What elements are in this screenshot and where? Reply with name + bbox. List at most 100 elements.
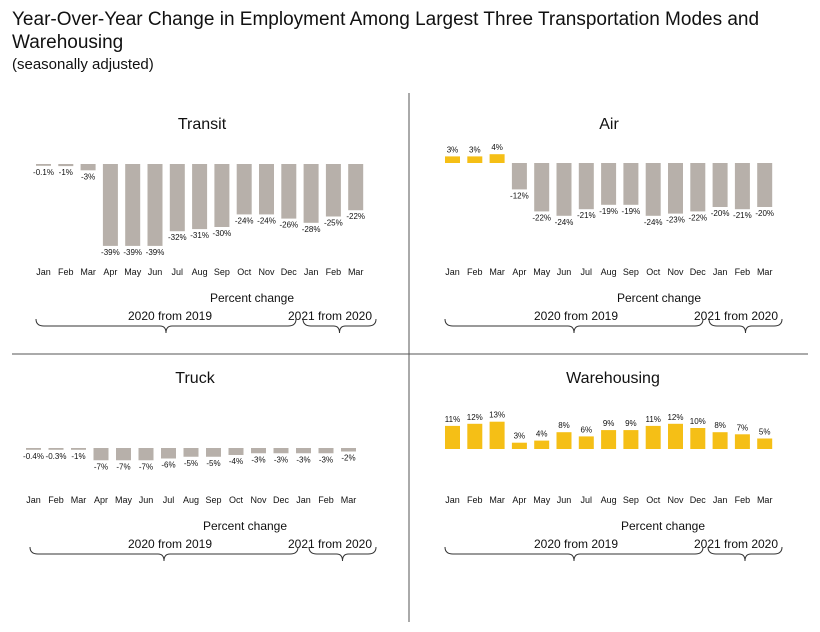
- panel-1-value-label: -28%: [302, 225, 321, 234]
- panel-1-value-label: -32%: [168, 233, 187, 242]
- panel-2-bar: [489, 154, 505, 163]
- panel-4-value-label: 10%: [690, 417, 706, 426]
- panel-3-value-label: -7%: [139, 462, 153, 471]
- panel-4-value-label: 9%: [625, 419, 637, 428]
- panel-1-bar: [102, 164, 118, 246]
- panel-4-bar: [668, 423, 683, 449]
- panel-1-bar: [58, 164, 74, 167]
- panel-2-value-label: 4%: [491, 143, 503, 152]
- panel-2-bar: [757, 163, 773, 207]
- panel-1-bar: [281, 164, 297, 219]
- panel-2-value-label: -24%: [555, 218, 574, 227]
- panel-3-bar: [183, 448, 199, 457]
- panel-1-value-label: -24%: [235, 216, 254, 225]
- panel-3-bar: [26, 448, 41, 450]
- panel-3-month-label: Oct: [229, 495, 244, 505]
- panel-2-month-label: Jan: [713, 267, 728, 277]
- panel-4-value-label: 11%: [645, 415, 660, 424]
- panel-4-month-label: Jan: [445, 495, 460, 505]
- panel-2-value-label: -19%: [622, 207, 641, 216]
- panel-3-month-label: Jan: [296, 495, 311, 505]
- panel-1-bar: [147, 164, 163, 246]
- panel-1-value-label: -22%: [346, 212, 365, 221]
- panel-2-month-label: May: [533, 267, 551, 277]
- panel-3-value-label: -0.3%: [46, 452, 67, 461]
- panel-2-bar: [556, 163, 572, 216]
- panel-1-bar: [169, 164, 185, 232]
- panel-4-month-label: Jun: [557, 495, 572, 505]
- panel-3-brace-2020: [29, 546, 299, 562]
- panel-2-bar: [578, 163, 594, 210]
- panel-1-bar: [303, 164, 319, 223]
- panel-4-month-label: May: [533, 495, 551, 505]
- panel-4-bar: [511, 442, 527, 449]
- panel-2-value-label: -21%: [733, 211, 752, 220]
- panel-2-month-label: Feb: [735, 267, 751, 277]
- panel-1-brace-2020: [35, 318, 297, 334]
- panel-3-bar: [318, 448, 334, 454]
- panel-4-month-label: Nov: [667, 495, 684, 505]
- panel-1-value-label: -1%: [59, 168, 73, 177]
- panel-1-bar: [236, 164, 252, 215]
- panel-4-value-label: 8%: [714, 421, 726, 430]
- panel-3-axis-label: Percent change: [203, 519, 287, 533]
- panel-3-bar: [48, 448, 64, 450]
- panel-2-month-label: Apr: [512, 267, 526, 277]
- panel-3-bar: [228, 448, 244, 455]
- panel-4-month-label: Feb: [467, 495, 483, 505]
- panel-3-value-label: -4%: [229, 457, 243, 466]
- panel-4-bar: [467, 423, 483, 449]
- panel-3-month-label: Jun: [139, 495, 154, 505]
- panel-1-value-label: -39%: [101, 248, 120, 257]
- panel-1-bar: [259, 164, 274, 215]
- panel-1-month-label: Dec: [281, 267, 298, 277]
- panel-1-value-label: -25%: [324, 219, 343, 228]
- panel-3-bar: [341, 448, 356, 452]
- panel-4-value-label: 4%: [536, 430, 548, 439]
- panel-1-bar: [325, 164, 341, 217]
- panel-1-bar: [192, 164, 208, 230]
- panel-2-month-label: Dec: [690, 267, 707, 277]
- panel-4-bar: [645, 425, 661, 449]
- panel-3-value-label: -1%: [71, 452, 85, 461]
- panel-1-month-label: Oct: [237, 267, 252, 277]
- panel-2-value-label: -24%: [644, 218, 663, 227]
- panel-4-month-label: Aug: [601, 495, 617, 505]
- panel-1-month-label: Mar: [80, 267, 96, 277]
- panel-2-value-label: -21%: [577, 211, 596, 220]
- panel-3-bar: [71, 448, 86, 450]
- panel-4-bar: [445, 425, 460, 449]
- panel-3-month-label: Nov: [250, 495, 267, 505]
- panel-3-month-label: Jul: [163, 495, 175, 505]
- panel-4-bar: [757, 438, 773, 449]
- panel-2-month-label: Jan: [445, 267, 460, 277]
- panel-1-month-label: Feb: [326, 267, 342, 277]
- panel-4-brace-2021: [707, 546, 783, 562]
- panel-2-value-label: -22%: [688, 213, 707, 222]
- panel-1-bar: [214, 164, 230, 227]
- panel-1-month-label: Jun: [148, 267, 163, 277]
- panel-3-month-label: Feb: [48, 495, 64, 505]
- panel-1-value-label: -31%: [190, 231, 209, 240]
- panel-3-value-label: -7%: [94, 462, 108, 471]
- panel-2-month-label: Oct: [646, 267, 661, 277]
- panel-1-value-label: -24%: [257, 216, 276, 225]
- panel-4-month-label: Jan: [713, 495, 728, 505]
- panel-2-bar: [511, 163, 527, 190]
- panel-3-month-label: May: [115, 495, 133, 505]
- panel-4-value-label: 11%: [445, 415, 460, 424]
- panel-4-month-label: Jul: [581, 495, 593, 505]
- panel-3-value-label: -3%: [296, 455, 310, 464]
- panel-4-bar: [578, 436, 594, 449]
- panel-2-title: Air: [599, 116, 619, 133]
- panel-3-bar: [206, 448, 221, 457]
- panel-1-title: Transit: [178, 116, 227, 133]
- panel-3-month-label: Sep: [205, 495, 221, 505]
- panel-1-month-label: May: [124, 267, 142, 277]
- panel-3-bar: [296, 448, 311, 454]
- panel-2-month-label: Aug: [601, 267, 617, 277]
- panel-1-bar: [348, 164, 364, 211]
- panel-4-group-label-2021: 2021 from 2020: [694, 537, 778, 551]
- panel-2-value-label: 3%: [469, 145, 481, 154]
- panel-3-value-label: -6%: [161, 461, 175, 470]
